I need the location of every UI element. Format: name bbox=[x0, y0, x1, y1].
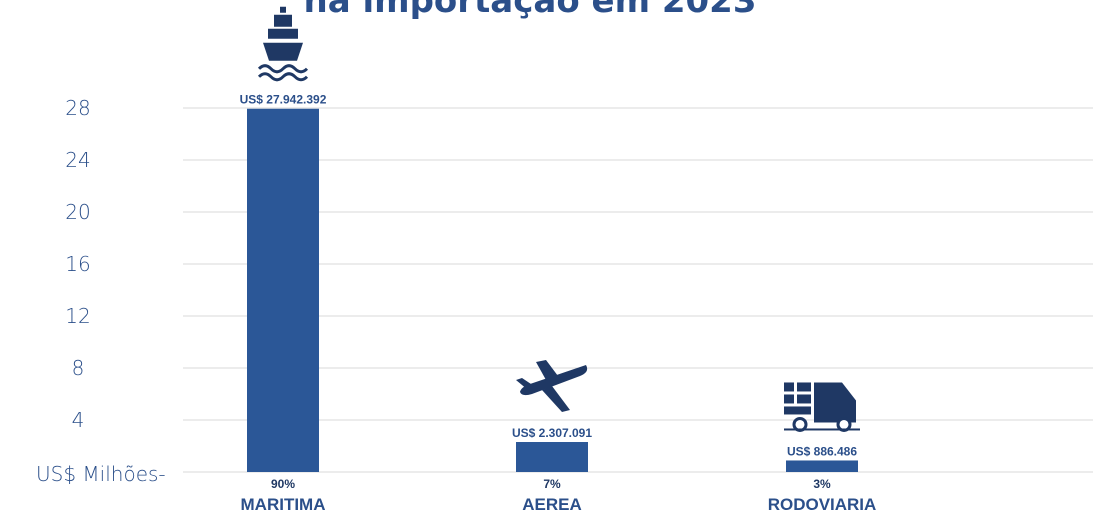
airplane-icon bbox=[516, 360, 588, 413]
y-tick-label-16: 16 bbox=[65, 252, 90, 276]
value-label-maritima: US$ 27.942.392 bbox=[240, 93, 327, 107]
percent-label-maritima: 90% bbox=[271, 477, 295, 491]
y-tick-label-24: 24 bbox=[65, 148, 90, 172]
truck-icon bbox=[784, 382, 860, 432]
gridlines bbox=[183, 107, 1093, 473]
value-label-rodoviaria: US$ 886.486 bbox=[787, 444, 857, 458]
category-label-aerea: AEREA bbox=[522, 495, 582, 514]
chart-title: na importação em 2023 bbox=[304, 0, 757, 21]
ship-icon bbox=[257, 6, 309, 82]
category-label-maritima: MARITIMA bbox=[241, 495, 326, 514]
bar-maritima bbox=[247, 108, 319, 472]
icons bbox=[257, 6, 860, 432]
y-tick-label-4: 4 bbox=[72, 408, 85, 432]
value-label-aerea: US$ 2.307.091 bbox=[512, 426, 592, 440]
y-tick-label-20: 20 bbox=[65, 200, 90, 224]
bar-rodoviaria bbox=[786, 460, 858, 472]
y-tick-label-12: 12 bbox=[65, 304, 90, 328]
bar-aerea bbox=[516, 442, 588, 472]
bars bbox=[247, 108, 858, 472]
y-axis-ticks: 4 8 12 16 20 24 28 bbox=[65, 96, 90, 432]
percent-label-rodoviaria: 3% bbox=[813, 477, 831, 491]
y-axis-zero-label: US$ Milhões- bbox=[36, 462, 166, 486]
percent-label-aerea: 7% bbox=[543, 477, 561, 491]
y-tick-label-8: 8 bbox=[72, 356, 85, 380]
y-tick-label-28: 28 bbox=[65, 96, 90, 120]
bar-labels: US$ 27.942.392 90% MARITIMA US$ 2.307.091 7%… bbox=[240, 93, 877, 514]
category-label-rodoviaria: RODOVIARIA bbox=[768, 495, 877, 514]
